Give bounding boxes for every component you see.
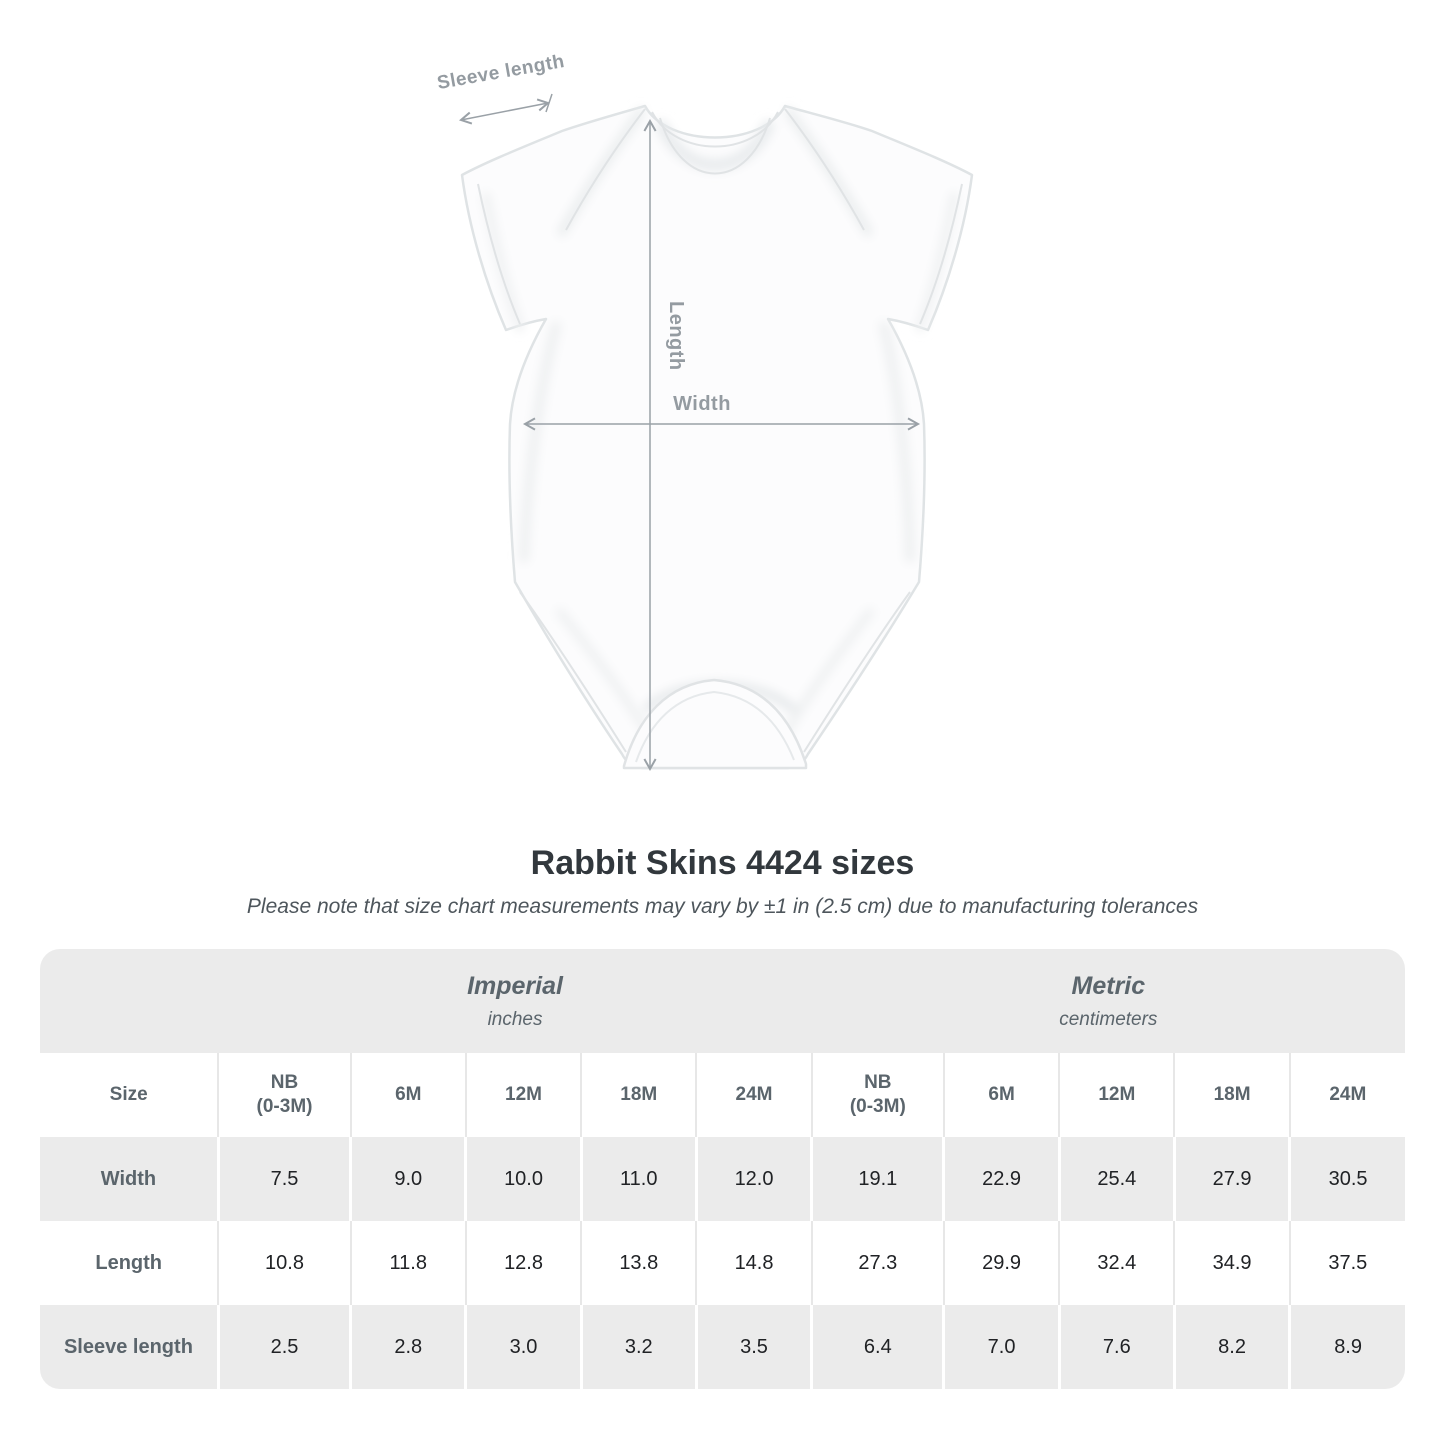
table-cell: 11.0 [579, 1137, 697, 1221]
table-cell: 27.3 [810, 1221, 944, 1305]
table-cell: 10.0 [464, 1137, 582, 1221]
table-cell: 11.8 [349, 1221, 466, 1305]
width-dimension-label: Width [673, 393, 731, 415]
table-cell: 34.9 [1173, 1221, 1290, 1305]
table-cell: 13.8 [580, 1221, 697, 1305]
table-cell: 8.2 [1172, 1305, 1290, 1389]
metric-group-header: Metric centimeters [811, 949, 1405, 1053]
page-title: Rabbit Skins 4424 sizes [530, 844, 915, 882]
column-header: 24M [695, 1053, 812, 1137]
table-row-sleeve-length: Sleeve length 2.5 2.8 3.0 3.2 3.5 6.4 7.… [40, 1305, 1405, 1389]
metric-group-label: Metric [1071, 971, 1146, 1000]
sleeve-arrow-end-tick [545, 93, 553, 113]
column-header: NB (0-3M) [810, 1053, 944, 1137]
row-label: Length [40, 1221, 219, 1305]
column-header: 24M [1288, 1053, 1405, 1137]
bodysuit-measurement-diagram: Sleeve length Length Width [436, 51, 974, 772]
seam-lines [477, 108, 963, 753]
table-cell: 10.8 [217, 1221, 351, 1305]
table-cell: 2.5 [216, 1305, 351, 1389]
table-cell: 12.0 [694, 1137, 812, 1221]
table-cell: 22.9 [942, 1137, 1060, 1221]
column-header: 18M [1173, 1053, 1290, 1137]
bodysuit-illustration [458, 93, 974, 772]
table-row-width: Width 7.5 9.0 10.0 11.0 12.0 19.1 22.9 2… [40, 1137, 1405, 1221]
dimension-arrows [458, 93, 921, 772]
imperial-group-label: Imperial [467, 971, 563, 1000]
row-label: Sleeve length [40, 1305, 219, 1389]
size-column-header: Size [40, 1053, 219, 1137]
bodysuit-outline [460, 104, 974, 770]
column-header: 6M [942, 1053, 1060, 1137]
table-cell: 3.0 [464, 1305, 582, 1389]
unit-group-row: Imperial inches Metric centimeters [40, 949, 1405, 1053]
table-cell: 25.4 [1057, 1137, 1175, 1221]
imperial-group-unit: inches [487, 1008, 543, 1030]
table-cell: 29.9 [942, 1221, 1060, 1305]
table-cell: 14.8 [695, 1221, 812, 1305]
column-header: 12M [464, 1053, 582, 1137]
table-cell: 27.9 [1172, 1137, 1290, 1221]
row-label: Width [40, 1137, 219, 1221]
size-table: Imperial inches Metric centimeters Size … [40, 949, 1405, 1389]
table-cell: 37.5 [1288, 1221, 1405, 1305]
page-subtitle: Please note that size chart measurements… [246, 895, 1199, 918]
length-dimension-label: Length [665, 301, 687, 371]
imperial-group-header: Imperial inches [218, 949, 812, 1053]
table-cell: 12.8 [464, 1221, 582, 1305]
table-cell: 7.0 [942, 1305, 1060, 1389]
table-cell: 3.2 [579, 1305, 697, 1389]
table-cell: 30.5 [1288, 1137, 1405, 1221]
column-header: 6M [349, 1053, 466, 1137]
column-header: 18M [580, 1053, 697, 1137]
table-cell: 2.8 [349, 1305, 466, 1389]
table-cell: 3.5 [694, 1305, 812, 1389]
unit-group-spacer [40, 949, 219, 1053]
table-row-length: Length 10.8 11.8 12.8 13.8 14.8 27.3 29.… [40, 1221, 1405, 1305]
column-header: 12M [1058, 1053, 1175, 1137]
table-cell: 7.6 [1057, 1305, 1175, 1389]
table-cell: 19.1 [810, 1137, 944, 1221]
table-cell: 9.0 [349, 1137, 466, 1221]
size-header-row: Size NB (0-3M) 6M 12M 18M 24M NB (0-3M) … [40, 1053, 1405, 1137]
table-cell: 32.4 [1058, 1221, 1175, 1305]
table-cell: 8.9 [1288, 1305, 1405, 1389]
table-cell: 6.4 [810, 1305, 944, 1389]
size-table-container: Imperial inches Metric centimeters Size … [40, 949, 1405, 1389]
sleeve-length-arrow [458, 98, 551, 125]
column-header: NB (0-3M) [217, 1053, 351, 1137]
table-cell: 7.5 [216, 1137, 351, 1221]
metric-group-unit: centimeters [1059, 1008, 1158, 1030]
